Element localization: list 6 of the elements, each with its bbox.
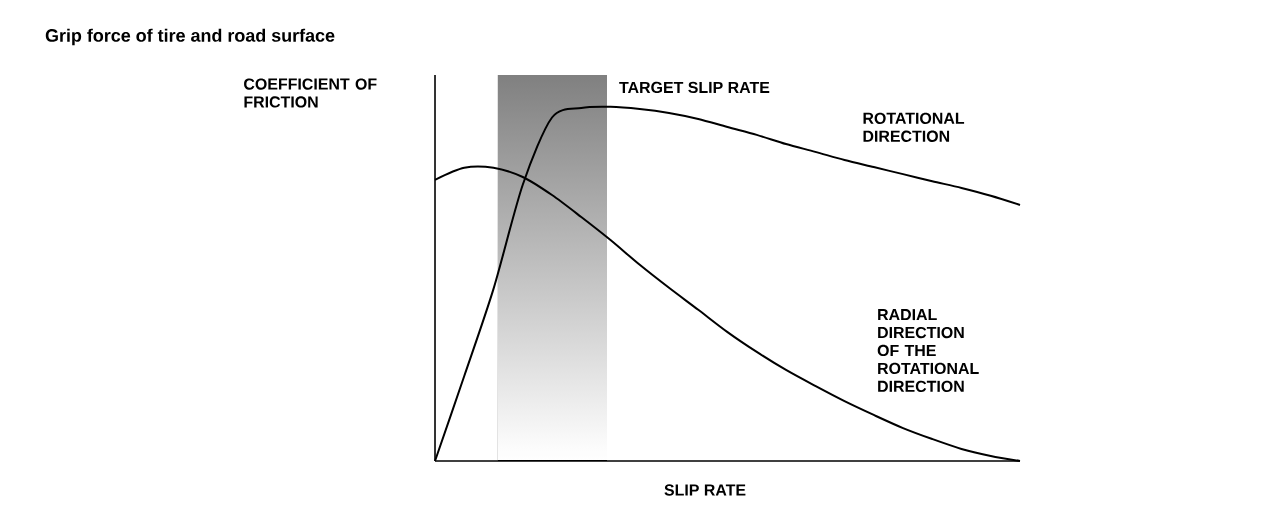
series-label: RADIAL DIRECTION OF THE ROTATIONAL DIRECTION [877, 309, 979, 392]
text: Grip force of tire and road surface [45, 28, 335, 46]
text: TARGET SLIP RATE [619, 81, 770, 94]
series-label: ROTATIONAL DIRECTION [863, 112, 965, 142]
x-axis-title: SLIP RATE [664, 484, 746, 496]
y-axis-title: COEFFICIENT OF FRICTION [244, 78, 377, 108]
